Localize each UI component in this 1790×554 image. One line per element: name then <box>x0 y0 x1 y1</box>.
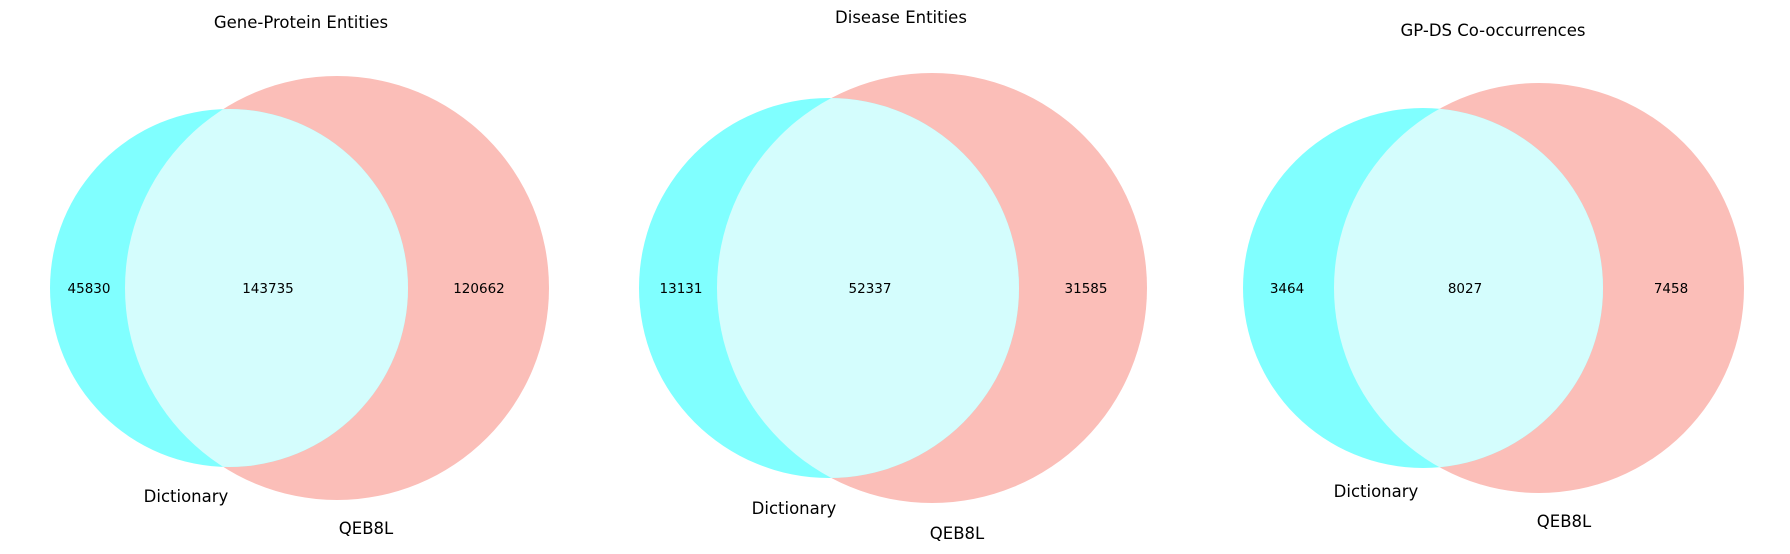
panel-1-label-qeb8l: QEB8L <box>339 519 394 538</box>
panel-2-label-dictionary: Dictionary <box>752 499 837 518</box>
panel-1-right-only-value: 120662 <box>453 281 505 297</box>
panel-3-left-only-value: 3464 <box>1270 281 1304 297</box>
panel-1-overlap-region <box>125 109 408 467</box>
venn-panel-1: Gene-Protein Entities 45830 143735 12066… <box>50 13 549 538</box>
panel-2-left-only-value: 13131 <box>660 281 703 297</box>
panel-2-title: Disease Entities <box>835 8 967 27</box>
panel-3-label-dictionary: Dictionary <box>1334 482 1419 501</box>
panel-2-overlap-region <box>717 98 1019 478</box>
panel-2-label-qeb8l: QEB8L <box>930 524 985 543</box>
panel-2-right-only-value: 31585 <box>1065 281 1108 297</box>
panel-1-left-only-value: 45830 <box>68 281 111 297</box>
venn-panel-3: GP-DS Co-occurrences 3464 8027 7458 Dict… <box>1243 21 1744 531</box>
panel-1-label-dictionary: Dictionary <box>144 487 229 506</box>
panel-2-overlap-value: 52337 <box>849 281 892 297</box>
panel-3-title: GP-DS Co-occurrences <box>1401 21 1586 40</box>
panel-3-right-only-value: 7458 <box>1654 281 1688 297</box>
panel-3-label-qeb8l: QEB8L <box>1537 512 1592 531</box>
panel-1-title: Gene-Protein Entities <box>214 13 388 32</box>
venn-panel-2: Disease Entities 13131 52337 31585 Dicti… <box>639 8 1147 543</box>
panel-3-overlap-value: 8027 <box>1448 281 1482 297</box>
panel-1-overlap-value: 143735 <box>242 281 294 297</box>
panel-3-overlap-region <box>1334 108 1603 468</box>
